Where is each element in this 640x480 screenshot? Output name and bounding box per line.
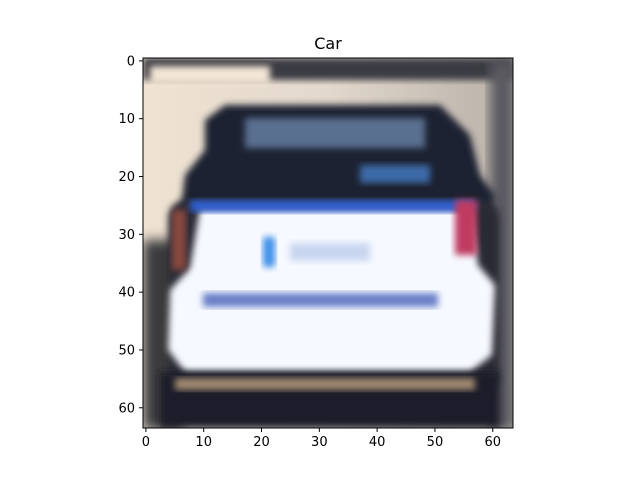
x-tick-label: 10 bbox=[195, 435, 212, 450]
x-tick-label: 20 bbox=[253, 435, 270, 450]
x-tick-label: 50 bbox=[427, 435, 444, 450]
plot-title: Car bbox=[314, 34, 342, 53]
y-tick-label: 50 bbox=[118, 343, 135, 358]
y-tick-label: 20 bbox=[118, 170, 135, 185]
x-tick-label: 30 bbox=[311, 435, 328, 450]
y-tick-label: 40 bbox=[118, 286, 135, 301]
image-frame bbox=[142, 57, 514, 429]
y-tick-label: 60 bbox=[118, 401, 135, 416]
x-tick-label: 40 bbox=[369, 435, 386, 450]
x-tick-label: 60 bbox=[484, 435, 501, 450]
y-axis-ticks: 0 10 20 30 40 50 60 bbox=[118, 54, 143, 416]
y-tick-label: 10 bbox=[118, 112, 135, 127]
car-image bbox=[143, 58, 513, 428]
y-tick-label: 30 bbox=[118, 228, 135, 243]
x-tick-label: 0 bbox=[142, 435, 150, 450]
x-axis-ticks: 0 10 20 30 40 50 60 bbox=[142, 428, 501, 450]
y-tick-label: 0 bbox=[127, 54, 135, 69]
